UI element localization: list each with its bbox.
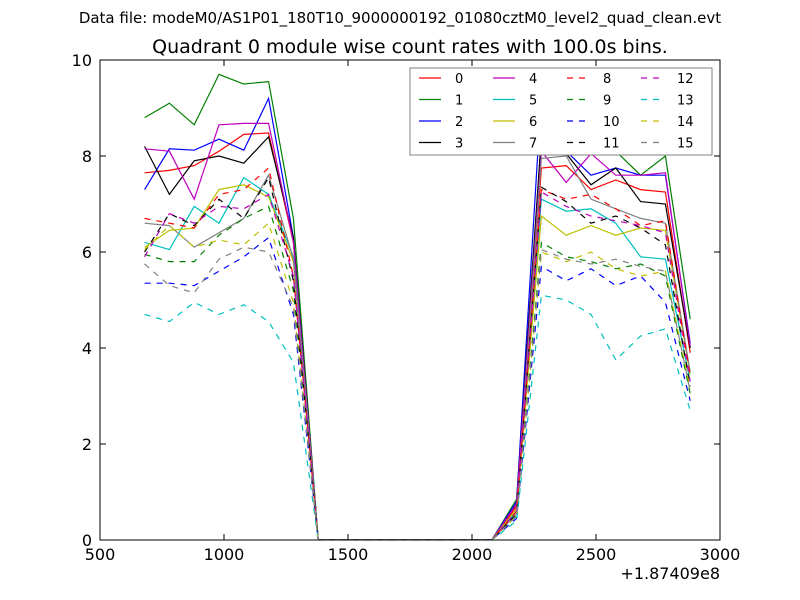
series-line-7 [144,155,691,540]
y-tick-label: 2 [82,435,92,454]
x-tick-label: 500 [85,545,116,564]
legend-label-14: 14 [677,115,694,130]
legend-label-2: 2 [455,115,463,130]
x-tick-label: 2500 [576,545,617,564]
data-file-header: Data file: modeM0/AS1P01_180T10_90000001… [79,9,721,28]
series-line-6 [144,184,691,540]
legend-label-15: 15 [677,137,694,152]
legend-label-3: 3 [455,137,463,152]
series-line-2 [144,93,691,540]
legend-box [409,67,713,156]
legend-label-4: 4 [529,72,537,87]
series-line-3 [144,135,691,540]
chart-title: Quadrant 0 module wise count rates with … [152,36,668,58]
x-axis-offset-label: +1.87409e8 [620,564,720,583]
legend-label-6: 6 [529,115,537,130]
x-tick-label: 1500 [328,545,369,564]
legend-label-8: 8 [603,72,611,87]
y-tick-label: 6 [82,243,92,262]
series-line-12 [144,191,691,540]
legend-label-10: 10 [603,115,620,130]
y-tick-label: 0 [82,531,92,550]
x-tick-label: 3000 [700,545,741,564]
legend-label-13: 13 [677,94,694,109]
legend-label-1: 1 [455,94,463,109]
y-tick-label: 8 [82,147,92,166]
legend-label-7: 7 [529,137,537,152]
series-line-0 [144,132,691,540]
legend-label-9: 9 [603,94,611,109]
series-line-14 [144,222,691,540]
legend-label-0: 0 [455,72,463,87]
y-tick-label: 10 [72,51,92,70]
series-line-4 [144,122,691,540]
legend-label-5: 5 [529,94,537,109]
series-line-5 [144,176,691,540]
series-line-8 [144,166,691,540]
x-tick-label: 1000 [204,545,245,564]
plot-frame [99,59,721,541]
series-line-10 [144,236,691,540]
legend-label-12: 12 [677,72,694,87]
x-tick-label: 2000 [452,545,493,564]
y-tick-label: 4 [82,339,92,358]
legend-label-11: 11 [603,137,620,152]
